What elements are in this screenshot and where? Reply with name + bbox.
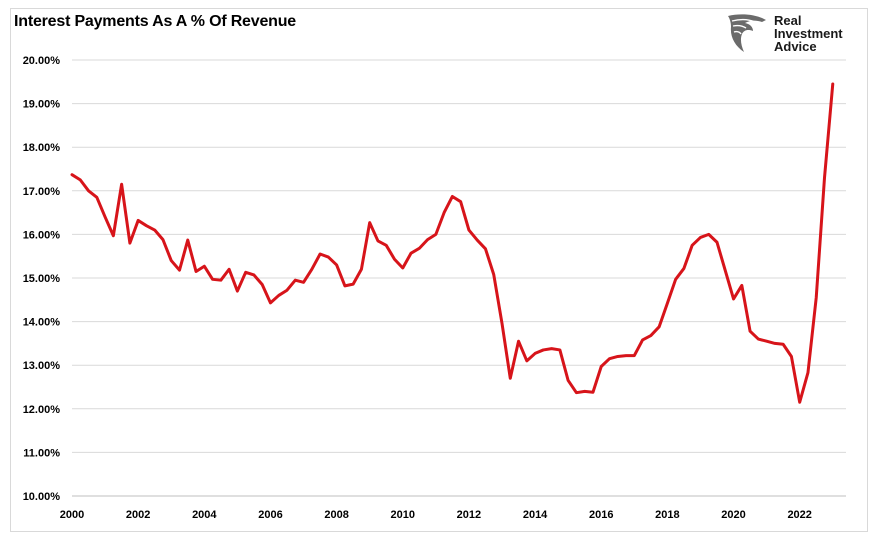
y-tick-label: 15.00% (23, 273, 61, 285)
chart-title: Interest Payments As A % Of Revenue (14, 13, 296, 30)
x-axis-ticks: 2000 2002 2004 2006 2008 2010 2012 2014 2016 2018… (60, 509, 812, 521)
x-tick-label: 2004 (192, 509, 217, 521)
y-tick-label: 10.00% (23, 491, 61, 503)
y-tick-label: 19.00% (23, 99, 61, 111)
x-tick-label: 2008 (324, 509, 348, 521)
x-tick-label: 2016 (589, 509, 613, 521)
y-tick-label: 11.00% (23, 447, 60, 459)
x-tick-label: 2022 (787, 509, 811, 521)
series-group (70, 82, 835, 404)
x-tick-label: 2012 (457, 509, 481, 521)
brand-name: Real Investment Advice (774, 14, 843, 53)
y-tick-label: 17.00% (23, 186, 61, 198)
brand-name-line3: Advice (774, 39, 817, 54)
gridlines (72, 59, 846, 453)
x-tick-label: 2018 (655, 509, 679, 521)
y-axis-ticks: 10.00% 11.00% 12.00% 13.00% 14.00% 15.00% 16.0… (23, 55, 61, 503)
y-tick-label: 18.00% (23, 142, 61, 154)
x-tick-label: 2006 (258, 509, 282, 521)
brand-name-line1: Real (774, 13, 802, 28)
y-tick-label: 20.00% (23, 55, 61, 67)
y-tick-label: 12.00% (23, 404, 61, 416)
y-tick-label: 14.00% (23, 317, 61, 329)
brand-logo: Real Investment Advice (726, 12, 856, 56)
eagle-head-icon (728, 14, 766, 53)
x-tick-label: 2002 (126, 509, 150, 521)
x-tick-label: 2014 (523, 509, 548, 521)
brand-name-line2: Investment (774, 26, 843, 41)
y-tick-label: 16.00% (23, 229, 61, 241)
x-tick-label: 2010 (391, 509, 415, 521)
x-tick-label: 2000 (60, 509, 84, 521)
series-line-0 (70, 82, 835, 404)
y-tick-label: 13.00% (23, 360, 61, 372)
x-tick-label: 2020 (721, 509, 745, 521)
